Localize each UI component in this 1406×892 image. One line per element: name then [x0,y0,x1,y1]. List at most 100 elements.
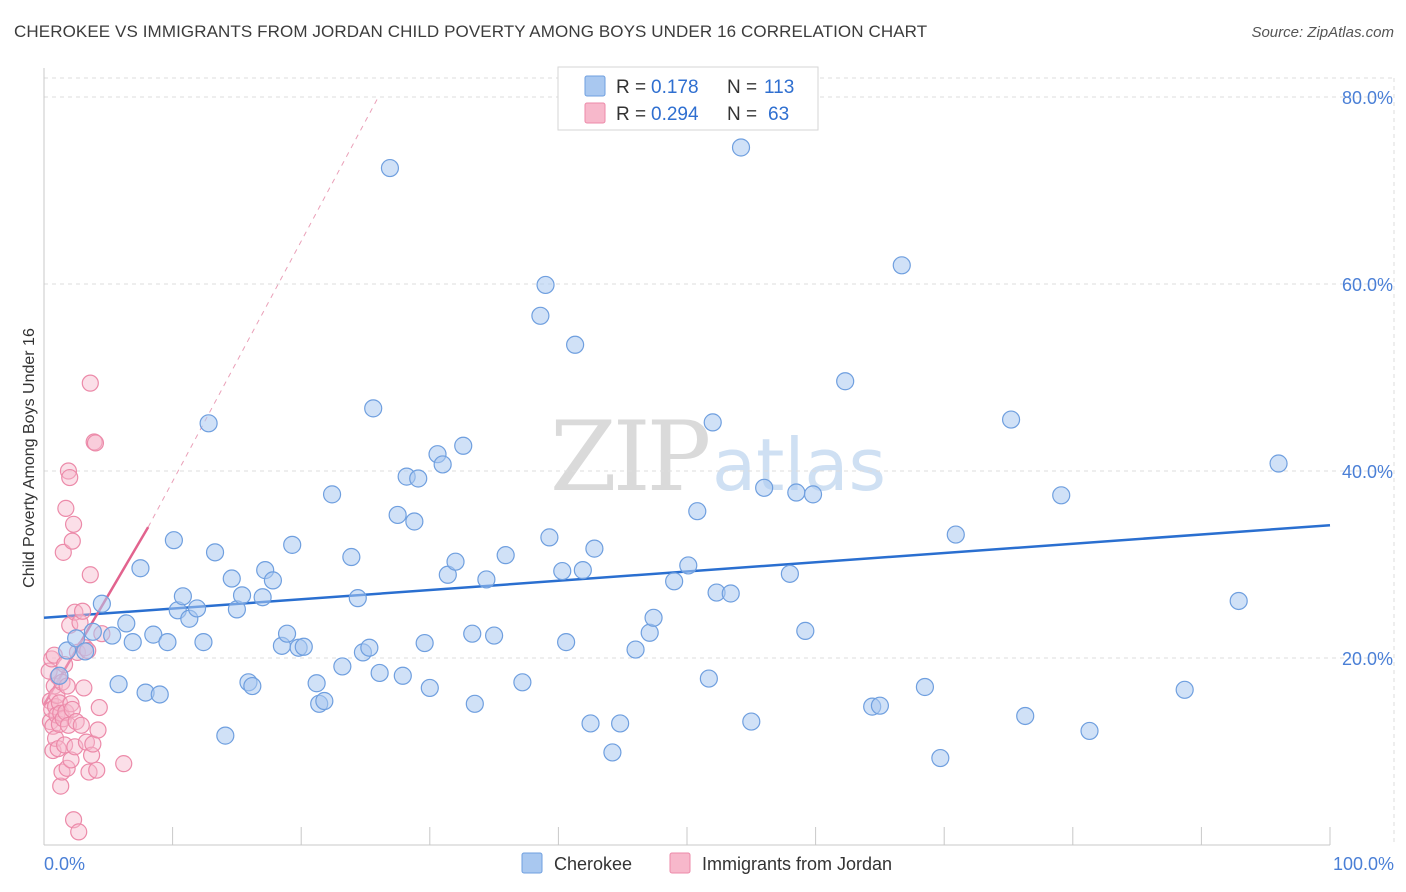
point-cherokee [222,569,241,588]
point-cherokee [232,586,252,605]
point-cherokee [420,678,439,698]
point-cherokee [836,372,855,391]
point-cherokee [370,663,389,683]
point-cherokee [277,624,297,643]
point-cherokee [703,413,722,432]
series-legend-swatch-jordan [669,852,691,874]
point-cherokee [150,685,169,704]
point-cherokee [253,588,272,607]
point-jordan [73,602,92,620]
point-jordan [115,755,133,773]
chart-title: CHEROKEE VS IMMIGRANTS FROM JORDAN CHILD… [14,22,928,41]
points-immigrants-from-jordan [40,374,133,841]
y-tick-labels: 20.0% 40.0% 60.0% 80.0% [1342,88,1393,669]
point-cherokee [67,629,86,648]
legend-n-label-cherokee: N = [727,77,757,98]
point-jordan [64,515,83,533]
point-cherokee [796,621,815,640]
point-cherokee [640,623,659,642]
point-cherokee [531,306,550,325]
point-cherokee [144,625,163,644]
point-cherokee [333,657,352,676]
point-cherokee [388,505,407,525]
point-cherokee [626,640,645,659]
point-cherokee [931,748,950,768]
point-cherokee [463,624,482,643]
point-cherokee [415,633,434,653]
y-axis-title: Child Poverty Among Boys Under 16 [21,328,38,588]
point-jordan [75,679,93,697]
point-cherokee [92,594,111,613]
point-cherokee [644,608,663,627]
point-jordan [70,823,88,841]
point-cherokee [199,414,218,433]
legend-swatch-jordan [584,102,606,124]
y-tick-label-40: 40.0% [1342,462,1393,482]
point-cherokee [915,677,935,697]
point-cherokee [409,469,428,488]
point-cherokee [342,547,361,567]
point-cherokee [405,512,424,531]
y-tick-label-80: 80.0% [1342,88,1393,108]
point-cherokee [117,614,136,633]
point-cherokee [581,714,600,733]
point-cherokee [446,552,465,571]
point-cherokee [688,502,707,521]
point-cherokee [454,436,473,455]
legend-r-value-jordan: 0.294 [651,104,699,125]
point-jordan [62,751,80,769]
x-tick-label-max: 100.0% [1333,854,1394,874]
point-cherokee [1016,706,1035,726]
point-jordan [88,761,106,779]
legend-r-value-cherokee: 0.178 [651,77,699,98]
legend-n-value-cherokee: 113 [764,77,794,98]
point-cherokee [536,275,555,295]
x-tick-labels: 0.0% 100.0% [44,854,1394,874]
point-jordan [89,721,107,739]
point-cherokee [348,589,367,608]
point-cherokee [158,633,177,652]
point-cherokee [123,633,142,652]
point-cherokee [679,556,698,575]
point-cherokee [477,570,496,589]
point-cherokee [611,714,630,733]
legend-r-label-jordan: R = [616,104,646,125]
point-cherokee [787,483,806,502]
point-cherokee [553,561,572,581]
point-cherokee [1080,721,1099,741]
point-cherokee [294,637,313,656]
point-cherokee [557,633,576,652]
point-cherokee [50,666,69,685]
point-jordan [59,462,78,480]
point-cherokee [603,743,622,762]
point-cherokee [83,622,102,641]
point-cherokee [1052,486,1071,505]
point-cherokee [742,712,761,731]
point-cherokee [573,561,592,580]
point-cherokee [263,571,283,590]
point-cherokee [699,669,718,688]
point-jordan [81,566,99,584]
point-cherokee [946,525,965,544]
x-tick-label-min: 0.0% [44,854,85,874]
point-jordan [46,729,65,748]
series-legend-label-jordan: Immigrants from Jordan [702,854,892,874]
point-cherokee [1269,454,1288,473]
point-cherokee [393,666,412,685]
trend-extension-jordan [147,96,379,528]
point-jordan [62,695,80,713]
point-cherokee [892,256,911,275]
point-cherokee [164,531,183,550]
point-cherokee [109,675,128,694]
point-jordan [57,499,75,517]
legend-r-label-cherokee: R = [616,77,646,98]
y-tick-label-20: 20.0% [1342,649,1393,669]
point-cherokee [380,158,400,178]
point-cherokee [194,633,213,652]
point-cherokee [187,599,207,618]
point-jordan [52,777,70,795]
point-cherokee [731,138,751,157]
series-legend-label-cherokee: Cherokee [554,854,632,874]
point-jordan [77,733,96,751]
point-cherokee [755,478,774,497]
